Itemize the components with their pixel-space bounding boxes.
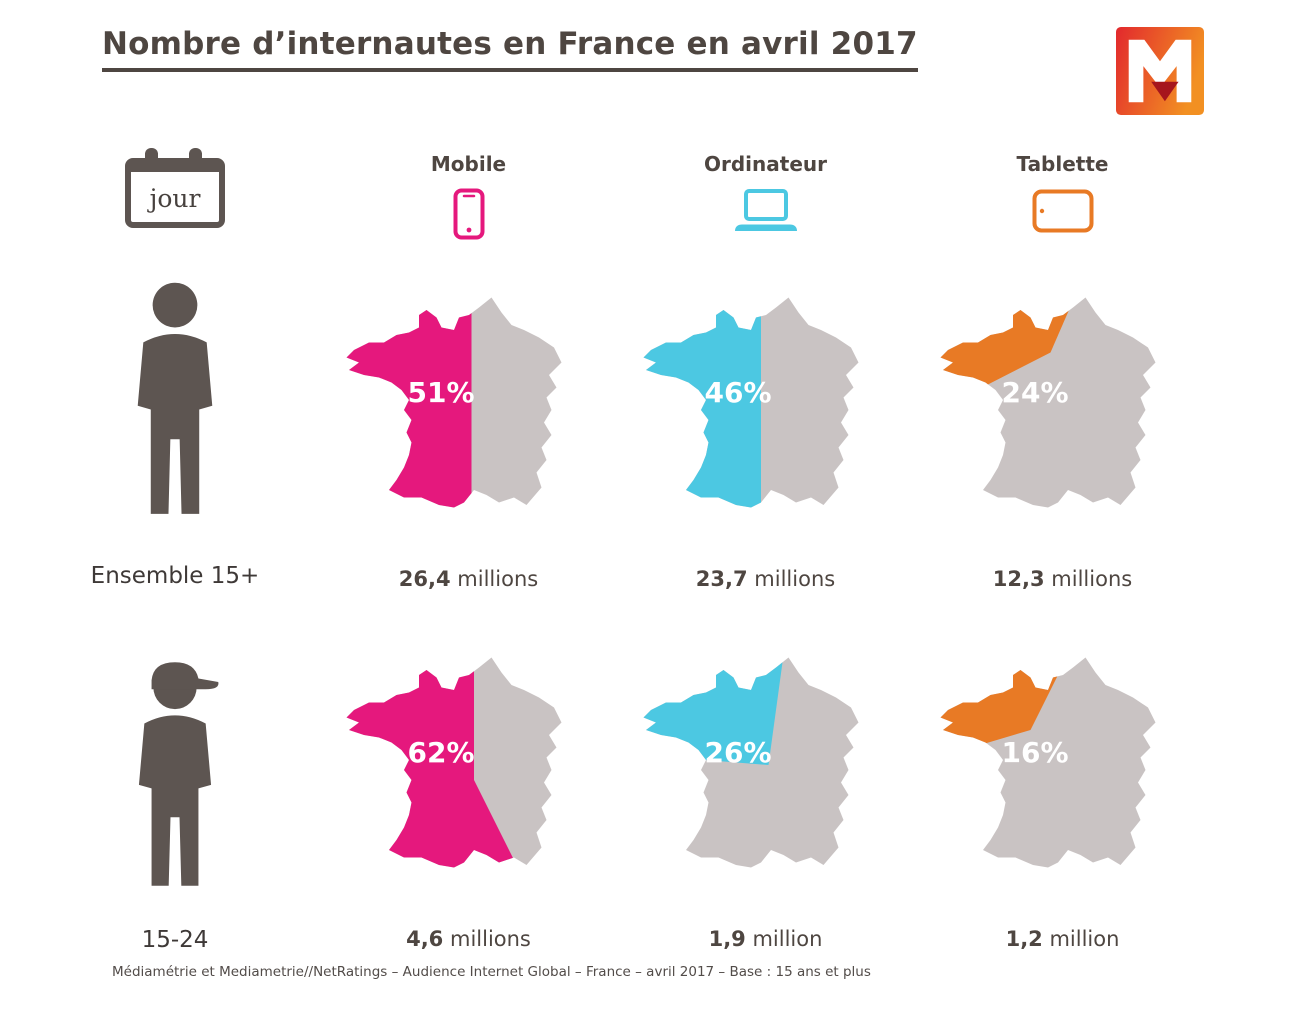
row-label: 15-24 [141, 927, 209, 953]
audience-value: 1,2 million [1005, 927, 1120, 951]
map-cell-ensemble-ordinateur: 46% 23,7 millions [617, 295, 914, 655]
france-map: 26% [641, 655, 891, 915]
map-cell-15-24-mobile: 62% 4,6 millions [320, 655, 617, 985]
france-map: 16% [938, 655, 1188, 915]
tablet-icon [1032, 188, 1094, 234]
mediametrie-logo-icon [1116, 27, 1204, 115]
smartphone-icon [453, 188, 485, 240]
percentage-label: 46% [704, 375, 772, 409]
percentage-label: 26% [704, 735, 772, 769]
column-header-ordinateur: Ordinateur [617, 140, 914, 295]
percentage-label: 16% [1001, 735, 1069, 769]
audience-value: 1,9 million [708, 927, 823, 951]
period-cell: jour [30, 140, 320, 295]
france-map: 46% [641, 295, 891, 555]
chart-grid: jour Mobile Ordinateur [30, 140, 1211, 985]
column-label: Tablette [1016, 152, 1109, 176]
column-label: Mobile [430, 152, 507, 176]
percentage-label: 51% [407, 375, 475, 409]
row-header-ensemble: Ensemble 15+ [30, 282, 320, 655]
france-map: 24% [938, 295, 1188, 555]
calendar-body: jour [125, 158, 225, 228]
column-label: Ordinateur [704, 152, 827, 176]
column-header-tablette: Tablette [914, 140, 1211, 295]
column-header-mobile: Mobile [320, 140, 617, 295]
calendar-label: jour [149, 183, 201, 213]
calendar-icon: jour [125, 148, 225, 228]
map-cell-15-24-ordinateur: 26% 1,9 million [617, 655, 914, 985]
france-map: 62% [344, 655, 594, 915]
france-map: 51% [344, 295, 594, 555]
laptop-icon [733, 188, 799, 236]
percentage-label: 24% [1001, 375, 1069, 409]
person-cap-icon [138, 662, 219, 886]
person-icon [137, 282, 213, 514]
map-cell-15-24-tablette: 16% 1,2 million [914, 655, 1211, 985]
row-header-15-24: 15-24 [30, 655, 320, 985]
audience-value: 26,4 millions [398, 567, 539, 591]
audience-value: 12,3 millions [992, 567, 1133, 591]
map-cell-ensemble-tablette: 24% 12,3 millions [914, 295, 1211, 655]
page-title: Nombre d’internautes en France en avril … [102, 26, 918, 72]
percentage-label: 62% [407, 735, 475, 769]
audience-value: 23,7 millions [695, 567, 836, 591]
audience-value: 4,6 millions [406, 927, 531, 951]
source-note: Médiamétrie et Mediametrie//NetRatings –… [112, 964, 871, 980]
row-label: Ensemble 15+ [90, 563, 260, 589]
map-cell-ensemble-mobile: 51% 26,4 millions [320, 295, 617, 655]
